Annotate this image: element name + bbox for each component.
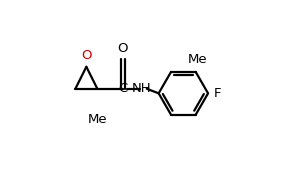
Text: O: O <box>81 49 91 62</box>
Text: Me: Me <box>88 113 107 126</box>
Text: NH: NH <box>132 82 151 95</box>
Text: F: F <box>213 87 221 100</box>
Text: Me: Me <box>187 53 207 66</box>
Text: C: C <box>118 82 128 95</box>
Text: O: O <box>118 42 128 55</box>
